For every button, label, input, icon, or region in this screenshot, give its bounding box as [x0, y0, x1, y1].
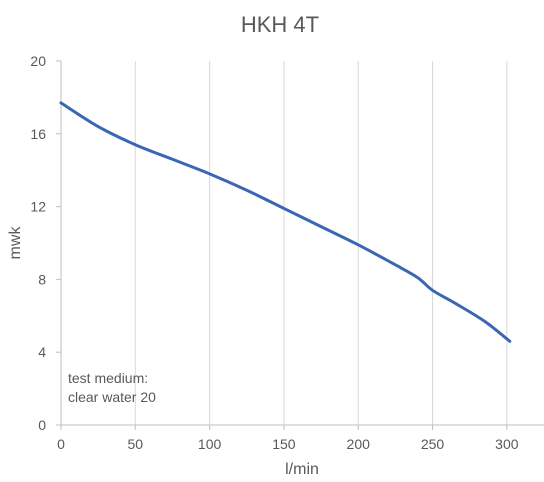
x-tick-label-200: 200: [347, 436, 371, 452]
x-tick-label-50: 50: [128, 436, 144, 452]
y-tick-label-4: 4: [38, 344, 46, 360]
x-tick-label-300: 300: [495, 436, 519, 452]
series-group: [59, 101, 512, 343]
series-line-0: [59, 101, 512, 343]
y-tick-label-0: 0: [38, 417, 46, 433]
x-tick-label-250: 250: [421, 436, 445, 452]
x-tick-label-150: 150: [272, 436, 296, 452]
annotation-line-2: clear water 20: [68, 389, 156, 405]
y-tick-label-8: 8: [38, 271, 46, 287]
gridlines: [134, 61, 508, 425]
annotation-line-1: test medium:: [68, 370, 148, 386]
y-tick-label-16: 16: [30, 126, 46, 142]
chart-title: HKH 4T: [241, 12, 319, 37]
y-axis-label: mwk: [7, 226, 24, 260]
y-tick-label-12: 12: [30, 199, 46, 215]
x-tick-label-100: 100: [198, 436, 222, 452]
y-tick-label-20: 20: [30, 53, 46, 69]
axes: [56, 60, 544, 430]
x-tick-label-0: 0: [57, 436, 65, 452]
x-axis-label: l/min: [285, 461, 319, 478]
